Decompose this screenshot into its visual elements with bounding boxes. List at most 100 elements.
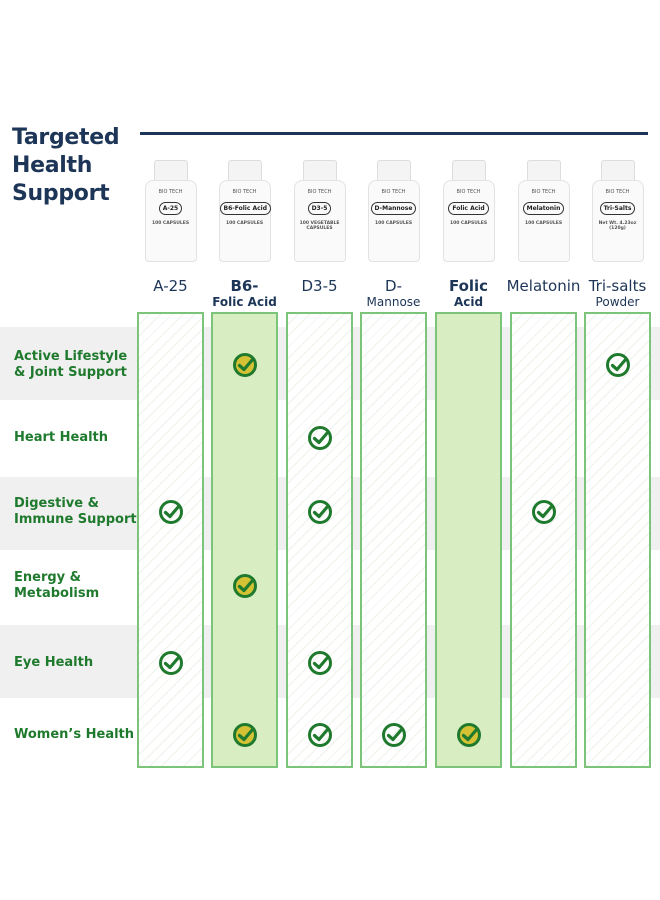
bottle-cap: [451, 160, 486, 182]
row-label: Heart Health: [14, 430, 108, 446]
product-bottle-image: BIO TECH D3-5 100 VEGETABLE CAPSULES: [293, 160, 346, 262]
check-icon: [232, 573, 258, 599]
row-label: Digestive & Immune Support: [14, 496, 137, 528]
product-name-line1: B6-: [230, 277, 259, 295]
check-icon: [381, 722, 407, 748]
product-column: [435, 312, 502, 768]
bottle-label: Tri-Salts: [599, 202, 636, 215]
product-name-line1: D-: [385, 277, 402, 295]
bottle-body: BIO TECH D3-5 100 VEGETABLE CAPSULES: [293, 180, 346, 262]
product-name-line1: Tri-salts: [588, 277, 647, 295]
product-name: D3-5: [280, 278, 360, 294]
title-line: Health: [12, 153, 93, 178]
page-title: Targeted Health Support: [12, 124, 120, 208]
check-icon: [531, 499, 557, 525]
brand-logo: BIO TECH: [232, 189, 257, 195]
bottle-body: BIO TECH B6-Folic Acid 100 CAPSULES: [218, 180, 272, 262]
bottle-body: BIO TECH D-Mannose 100 CAPSULES: [367, 180, 420, 262]
bottle-cap: [600, 160, 635, 182]
product-name-line1: Folic: [448, 277, 489, 295]
row-label-line: Heart Health: [14, 430, 109, 445]
check-icon: [307, 722, 333, 748]
row-label-line: Active Lifestyle: [14, 349, 128, 364]
product-name-line2: Acid: [453, 295, 484, 309]
product-column: [360, 312, 427, 768]
bottle-count: 100 VEGETABLE CAPSULES: [299, 221, 340, 231]
bottle-body: BIO TECH Melatonin 100 CAPSULES: [517, 180, 570, 262]
bottle-body: BIO TECH Folic Acid 100 CAPSULES: [442, 180, 495, 262]
product-column: [211, 312, 278, 768]
bottle-cap: [227, 160, 262, 182]
row-label-line: & Joint Support: [14, 365, 127, 380]
check-icon: [307, 499, 333, 525]
product-name: B6- Folic Acid: [205, 278, 285, 310]
brand-logo: BIO TECH: [158, 189, 183, 195]
product-name: Tri-salts Powder: [578, 278, 658, 310]
bottle-count: 100 CAPSULES: [374, 221, 413, 226]
brand-logo: BIO TECH: [456, 189, 481, 195]
product-bottle-image: BIO TECH Folic Acid 100 CAPSULES: [442, 160, 495, 262]
product-column: [510, 312, 577, 768]
product-bottle-image: BIO TECH Tri-Salts Net Wt. 4.23oz (120g): [591, 160, 644, 262]
product-name: Melatonin: [504, 278, 584, 294]
bottle-label: B6-Folic Acid: [219, 202, 272, 215]
check-icon: [307, 425, 333, 451]
bottle-count: 100 CAPSULES: [449, 221, 488, 226]
product-bottle-image: BIO TECH B6-Folic Acid 100 CAPSULES: [218, 160, 272, 262]
product-name: A-25: [131, 278, 211, 294]
row-label-line: Energy &: [14, 570, 82, 585]
product-bottle-image: BIO TECH A-25 100 CAPSULES: [144, 160, 197, 262]
product-name: Folic Acid: [429, 278, 509, 310]
bottle-count: 100 CAPSULES: [151, 221, 190, 226]
bottle-cap: [526, 160, 561, 182]
bottle-label: Melatonin: [522, 202, 565, 215]
product-bottle-image: BIO TECH D-Mannose 100 CAPSULES: [367, 160, 420, 262]
row-label: Women’s Health: [14, 727, 134, 743]
bottle-body: BIO TECH A-25 100 CAPSULES: [144, 180, 197, 262]
brand-logo: BIO TECH: [307, 189, 332, 195]
header-divider: [140, 132, 648, 135]
bottle-cap: [376, 160, 411, 182]
check-icon: [232, 722, 258, 748]
row-label-line: Digestive &: [14, 496, 99, 511]
bottle-label: D-Mannose: [370, 202, 417, 215]
product-column: [286, 312, 353, 768]
product-name-line1: A-25: [153, 277, 188, 295]
brand-logo: BIO TECH: [381, 189, 406, 195]
product-name-line1: Melatonin: [506, 277, 581, 295]
product-name-line1: D3-5: [301, 277, 338, 295]
bottle-body: BIO TECH Tri-Salts Net Wt. 4.23oz (120g): [591, 180, 644, 262]
product-name-line2: Folic Acid: [212, 295, 277, 309]
product-name-line2: Mannose: [366, 295, 421, 309]
row-label-line: Metabolism: [14, 586, 100, 601]
check-icon: [158, 650, 184, 676]
bottle-count: Net Wt. 4.23oz (120g): [598, 221, 637, 231]
check-icon: [456, 722, 482, 748]
check-icon: [158, 499, 184, 525]
bottle-count: 100 CAPSULES: [225, 221, 264, 226]
brand-logo: BIO TECH: [605, 189, 630, 195]
row-label: Eye Health: [14, 655, 93, 671]
bottle-label: D3-5: [307, 202, 332, 215]
check-icon: [232, 352, 258, 378]
brand-logo: BIO TECH: [531, 189, 556, 195]
row-label: Energy & Metabolism: [14, 570, 99, 602]
product-bottle-image: BIO TECH Melatonin 100 CAPSULES: [517, 160, 570, 262]
check-icon: [307, 650, 333, 676]
row-label-line: Immune Support: [14, 512, 137, 527]
bottle-count: 100 CAPSULES: [524, 221, 563, 226]
product-column: [137, 312, 204, 768]
title-line: Support: [12, 181, 110, 206]
product-name-line2: Powder: [595, 295, 640, 309]
product-column: [584, 312, 651, 768]
check-icon: [605, 352, 631, 378]
row-label-line: Women’s Health: [14, 727, 135, 742]
bottle-cap: [153, 160, 188, 182]
row-label: Active Lifestyle & Joint Support: [14, 349, 127, 381]
title-line: Targeted: [12, 125, 120, 150]
product-name: D- Mannose: [354, 278, 434, 310]
bottle-cap: [302, 160, 337, 182]
bottle-label: A-25: [158, 202, 183, 215]
row-label-line: Eye Health: [14, 655, 94, 670]
bottle-label: Folic Acid: [448, 202, 489, 215]
